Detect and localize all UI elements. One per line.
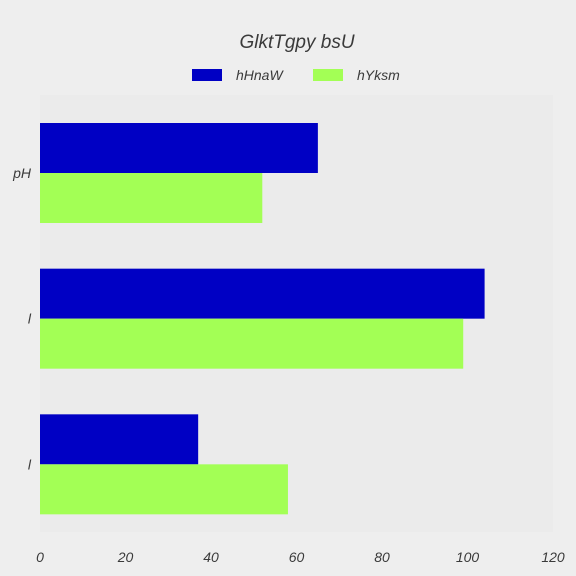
legend-label-series-2: hYksm bbox=[357, 67, 400, 83]
legend-label-series-1: hHnaW bbox=[236, 67, 284, 83]
y-tick-label: l bbox=[28, 456, 32, 472]
x-axis-ticks: 0 20 40 60 80 100 120 bbox=[36, 549, 565, 565]
y-axis-ticks: pH l l bbox=[12, 165, 32, 472]
x-tick-label: 120 bbox=[541, 549, 565, 565]
x-tick-label: 40 bbox=[203, 549, 219, 565]
bar-1-2 bbox=[40, 268, 485, 319]
y-tick-label: pH bbox=[12, 165, 32, 181]
legend-swatch-series-1 bbox=[192, 69, 222, 81]
x-tick-label: 100 bbox=[456, 549, 480, 565]
bar-1-3 bbox=[40, 414, 199, 465]
bars bbox=[40, 123, 485, 515]
x-tick-label: 80 bbox=[374, 549, 390, 565]
x-tick-label: 0 bbox=[36, 549, 44, 565]
x-tick-label: 20 bbox=[117, 549, 134, 565]
chart-title: GlktTgpy bsU bbox=[239, 32, 354, 53]
bar-1-1 bbox=[40, 123, 318, 173]
bar-2-1 bbox=[40, 173, 263, 223]
bar-2-2 bbox=[40, 318, 464, 369]
y-tick-label: l bbox=[28, 311, 32, 327]
x-tick-label: 60 bbox=[289, 549, 305, 565]
bar-2-3 bbox=[40, 464, 288, 515]
legend-swatch-series-2 bbox=[313, 69, 343, 81]
legend: hHnaW hYksm bbox=[192, 67, 400, 83]
